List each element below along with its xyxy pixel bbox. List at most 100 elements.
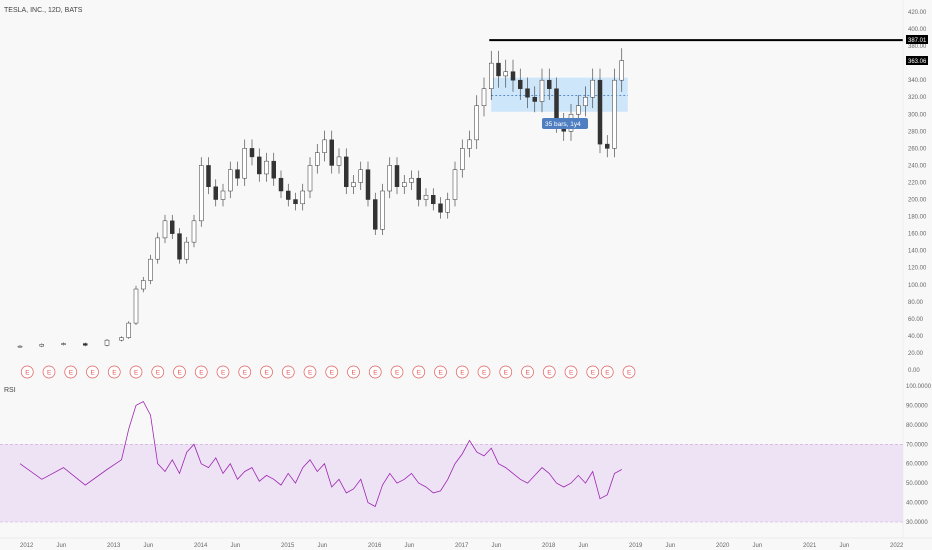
rsi-title[interactable]: RSI xyxy=(4,387,16,394)
price-tick-label: 80.00 xyxy=(908,300,924,306)
earnings-marker-circle xyxy=(622,365,636,379)
earnings-marker-circle xyxy=(390,365,404,379)
candle-body xyxy=(590,79,595,98)
earnings-marker-label: E xyxy=(199,370,204,377)
range-tag: 35 bars, 1y4 xyxy=(545,121,581,128)
candle-body xyxy=(489,62,494,89)
candle-body xyxy=(547,79,552,89)
time-tick-label: Jun xyxy=(840,543,850,549)
time-tick-label: 2020 xyxy=(716,543,730,549)
candle-body xyxy=(365,169,371,200)
earnings-marker-circle xyxy=(173,365,186,379)
rsi-tick-label: 60.0000 xyxy=(906,462,928,468)
price-tick-label: 340.00 xyxy=(908,78,927,84)
candle-body xyxy=(293,199,298,205)
candle-body xyxy=(387,165,392,192)
rsi-series-group xyxy=(19,400,622,508)
earnings-marker-label: E xyxy=(112,370,117,377)
rsi-tick-label: 40.0000 xyxy=(906,501,928,507)
time-axis: 2012 Jun 2013 Jun 2014 Jun 2015 Jun 2016 Jun 2017 J… xyxy=(20,543,904,549)
candle-body xyxy=(199,165,204,222)
range-tag-bg xyxy=(542,118,588,129)
candle-body xyxy=(307,165,313,192)
rsi-tick-label: 90.0000 xyxy=(906,403,928,409)
candle-body xyxy=(431,195,436,205)
price-tick-label: 120.00 xyxy=(908,266,927,272)
candle-body xyxy=(249,148,255,158)
earnings-marker-circle xyxy=(194,365,208,379)
earnings-marker-circle xyxy=(216,365,230,379)
candle-body xyxy=(583,96,588,107)
candle-body xyxy=(133,288,139,324)
earnings-marker-circle xyxy=(600,365,614,379)
candle-body xyxy=(286,190,291,200)
earnings-marker-circle xyxy=(347,365,360,379)
candle-body xyxy=(467,139,472,149)
candle-body xyxy=(177,233,182,260)
price-tick-label: 180.00 xyxy=(908,215,927,221)
candle-body xyxy=(445,199,450,213)
candle-body xyxy=(438,203,443,213)
resistance-price-tag: 387.01 xyxy=(908,38,927,44)
earnings-marker-label: E xyxy=(417,370,422,377)
candle-body xyxy=(503,71,508,77)
earnings-marker-label: E xyxy=(69,370,74,377)
candle-body xyxy=(191,220,197,243)
candle-body xyxy=(119,337,124,341)
time-tick-label: 2021 xyxy=(803,543,817,549)
time-tick-label: 2012 xyxy=(20,543,34,549)
candle-body xyxy=(242,148,247,179)
candle-body xyxy=(554,88,559,124)
candle-body xyxy=(278,177,284,192)
candle-body xyxy=(148,258,153,281)
candle-body xyxy=(257,156,262,175)
candle-body xyxy=(300,190,305,205)
time-tick-label: Jun xyxy=(318,543,328,549)
price-tick-label: 40.00 xyxy=(908,334,924,340)
time-tick-label: 2016 xyxy=(368,543,382,549)
candle-body xyxy=(394,165,400,187)
price-tick-label: 200.00 xyxy=(908,198,927,204)
candles-group xyxy=(17,48,624,348)
candle-body xyxy=(155,237,160,260)
price-tick-label: 20.00 xyxy=(908,351,924,357)
candle-body xyxy=(460,148,465,170)
candle-body xyxy=(206,165,211,187)
candle-body xyxy=(351,182,356,187)
earnings-marker-label: E xyxy=(439,370,444,377)
earnings-marker-label: E xyxy=(547,370,552,377)
price-tick-label: 280.00 xyxy=(908,129,927,135)
candle-body xyxy=(358,169,363,183)
symbol-title[interactable]: TESLA, INC., 12D, BATS xyxy=(4,7,83,14)
price-tick-label: 100.00 xyxy=(908,283,927,289)
candle-body xyxy=(213,186,218,200)
earnings-marker-circle xyxy=(86,365,99,379)
candle-body xyxy=(322,139,327,153)
earnings-marker-label: E xyxy=(243,370,248,377)
earnings-marker-circle xyxy=(542,365,556,379)
rsi-tick-label: 70.0000 xyxy=(906,442,928,448)
candle-body xyxy=(39,344,44,347)
candle-body xyxy=(510,71,516,81)
price-tick-label: 160.00 xyxy=(908,232,927,238)
price-tick-label: 300.00 xyxy=(908,112,927,118)
earnings-marker-label: E xyxy=(605,370,610,377)
candle-body xyxy=(518,79,523,89)
candle-body xyxy=(612,79,617,149)
earnings-marker-circle xyxy=(325,365,339,379)
earnings-marker-circle xyxy=(303,365,317,379)
candle-body xyxy=(605,143,610,149)
candle-body xyxy=(402,182,407,187)
time-tick-label: 2013 xyxy=(107,543,121,549)
time-tick-label: Jun xyxy=(492,543,502,549)
time-tick-label: Jun xyxy=(57,543,67,549)
time-tick-label: 2018 xyxy=(542,543,556,549)
rsi-line xyxy=(19,400,622,508)
candle-body xyxy=(141,280,146,290)
earnings-marker-circle xyxy=(42,365,56,379)
price-tick-label: 140.00 xyxy=(908,249,927,255)
earnings-marker-circle xyxy=(151,365,165,379)
price-tick-label: 400.00 xyxy=(908,27,927,33)
candle-body xyxy=(576,105,581,115)
price-tick-label: 60.00 xyxy=(908,317,924,323)
